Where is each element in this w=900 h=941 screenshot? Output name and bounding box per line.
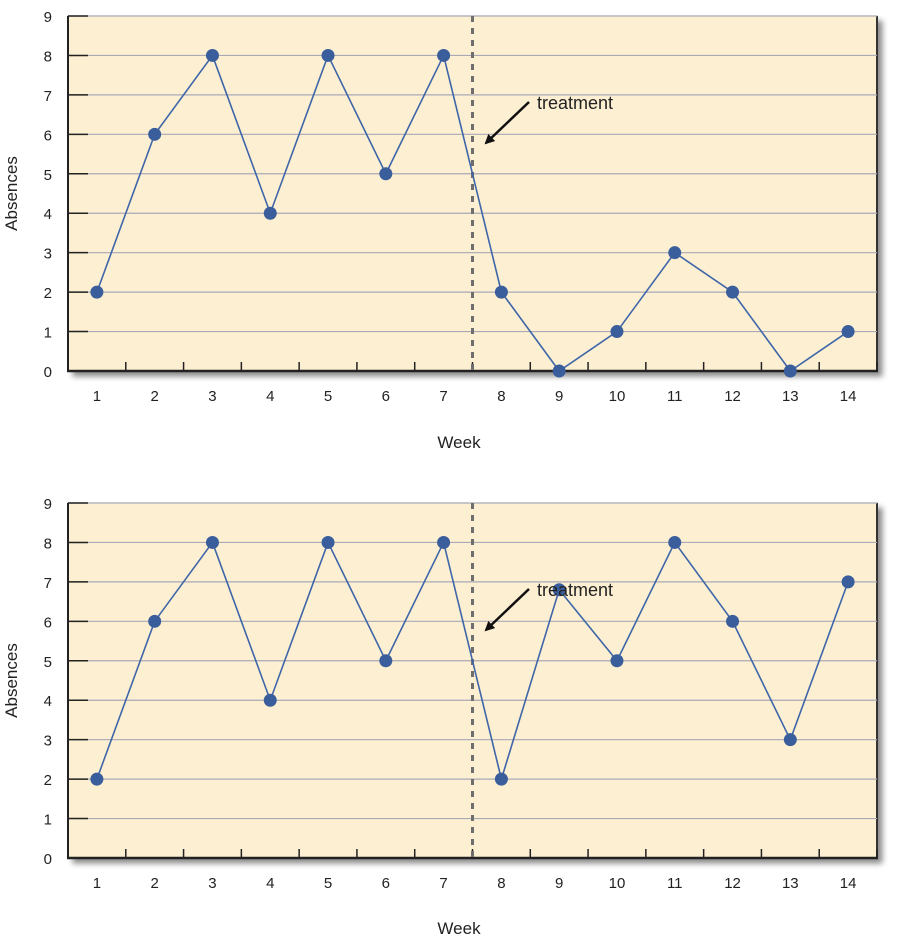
treatment-annotation: treatment bbox=[537, 93, 613, 113]
data-point bbox=[379, 167, 393, 181]
x-tick-label: 1 bbox=[93, 875, 101, 892]
data-point bbox=[90, 772, 104, 786]
x-tick-label: 14 bbox=[840, 875, 857, 892]
x-tick-label: 10 bbox=[609, 388, 626, 405]
x-tick-label: 6 bbox=[382, 388, 390, 405]
y-tick-label: 7 bbox=[44, 88, 52, 105]
x-tick-label: 2 bbox=[151, 388, 159, 405]
y-tick-label: 2 bbox=[44, 285, 52, 302]
x-tick-label: 13 bbox=[782, 875, 799, 892]
y-tick-label: 6 bbox=[44, 614, 52, 631]
x-tick-label: 2 bbox=[151, 875, 159, 892]
y-tick-label: 1 bbox=[44, 325, 52, 342]
y-tick-label: 0 bbox=[44, 364, 52, 381]
x-tick-label: 11 bbox=[667, 875, 683, 892]
series-line bbox=[96, 53, 849, 373]
x-tick-label: 13 bbox=[782, 388, 799, 405]
y-tick-label: 8 bbox=[44, 48, 52, 65]
data-point bbox=[90, 285, 104, 299]
x-tick-label: 9 bbox=[555, 388, 563, 405]
data-point bbox=[263, 206, 277, 220]
data-point bbox=[668, 246, 682, 260]
y-tick-label: 0 bbox=[44, 851, 52, 868]
data-point bbox=[610, 654, 624, 668]
y-tick-label: 9 bbox=[44, 496, 52, 513]
data-point bbox=[552, 364, 566, 378]
data-point bbox=[379, 654, 393, 668]
x-tick-label: 11 bbox=[667, 388, 683, 405]
x-tick-label: 4 bbox=[266, 875, 274, 892]
x-tick-label: 5 bbox=[324, 875, 332, 892]
y-tick-label: 3 bbox=[44, 246, 52, 263]
data-point bbox=[841, 575, 855, 589]
treatment-annotation: treatment bbox=[537, 580, 613, 600]
data-point bbox=[726, 614, 740, 628]
data-point bbox=[437, 48, 451, 62]
data-point bbox=[726, 285, 740, 299]
x-tick-label: 8 bbox=[497, 388, 505, 405]
y-axis-title: Absences bbox=[2, 156, 21, 231]
data-point bbox=[205, 535, 219, 549]
plot-area bbox=[67, 502, 878, 859]
y-tick-label: 6 bbox=[44, 127, 52, 144]
y-tick-label: 5 bbox=[44, 167, 52, 184]
arrow-icon bbox=[484, 588, 530, 632]
y-tick-label: 2 bbox=[44, 772, 52, 789]
data-point bbox=[783, 733, 797, 747]
y-tick-label: 4 bbox=[44, 206, 52, 223]
data-point bbox=[148, 614, 162, 628]
data-point bbox=[321, 48, 335, 62]
series-line bbox=[96, 540, 849, 783]
y-tick-label: 1 bbox=[44, 812, 52, 829]
data-point bbox=[148, 127, 162, 141]
y-axis-title: Absences bbox=[2, 643, 21, 718]
x-tick-label: 3 bbox=[208, 388, 216, 405]
data-point bbox=[494, 285, 508, 299]
arrow-icon bbox=[484, 101, 530, 145]
data-point bbox=[552, 583, 566, 597]
y-tick-label: 9 bbox=[44, 9, 52, 26]
data-point bbox=[668, 535, 682, 549]
x-tick-label: 1 bbox=[93, 388, 101, 405]
x-tick-label: 9 bbox=[555, 875, 563, 892]
data-point bbox=[437, 535, 451, 549]
x-tick-label: 12 bbox=[724, 388, 741, 405]
x-tick-label: 14 bbox=[840, 388, 857, 405]
y-tick-label: 8 bbox=[44, 535, 52, 552]
x-tick-label: 7 bbox=[439, 875, 447, 892]
y-tick-label: 5 bbox=[44, 654, 52, 671]
y-tick-label: 4 bbox=[44, 693, 52, 710]
x-tick-label: 3 bbox=[208, 875, 216, 892]
x-tick-label: 5 bbox=[324, 388, 332, 405]
x-tick-label: 7 bbox=[439, 388, 447, 405]
x-tick-label: 6 bbox=[382, 875, 390, 892]
data-point bbox=[783, 364, 797, 378]
y-tick-label: 3 bbox=[44, 733, 52, 750]
data-point bbox=[321, 535, 335, 549]
plot-area bbox=[67, 15, 878, 372]
x-axis-title: Week bbox=[437, 919, 481, 938]
data-point bbox=[205, 48, 219, 62]
data-point bbox=[610, 325, 624, 339]
data-point bbox=[263, 693, 277, 707]
x-tick-label: 10 bbox=[609, 875, 626, 892]
x-axis-title: Week bbox=[437, 433, 481, 452]
y-tick-label: 7 bbox=[44, 575, 52, 592]
data-point bbox=[841, 325, 855, 339]
x-tick-label: 4 bbox=[266, 388, 274, 405]
data-point bbox=[494, 772, 508, 786]
x-tick-label: 12 bbox=[724, 875, 741, 892]
x-tick-label: 8 bbox=[497, 875, 505, 892]
